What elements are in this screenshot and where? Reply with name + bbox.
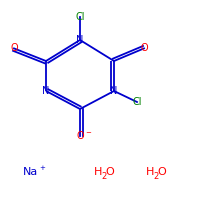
Text: N: N xyxy=(110,86,118,96)
Text: Cl: Cl xyxy=(132,97,142,107)
Text: H: H xyxy=(94,167,103,177)
Text: O: O xyxy=(10,43,18,53)
Text: O: O xyxy=(76,131,84,141)
Text: O: O xyxy=(140,43,148,53)
Text: N: N xyxy=(76,35,84,45)
Text: 2: 2 xyxy=(102,172,107,181)
Text: +: + xyxy=(39,165,45,171)
Text: Na: Na xyxy=(22,167,38,177)
Text: N: N xyxy=(42,86,50,96)
Text: O: O xyxy=(158,167,166,177)
Text: O: O xyxy=(106,167,114,177)
Text: −: − xyxy=(85,130,91,136)
Text: Cl: Cl xyxy=(75,12,85,22)
Text: 2: 2 xyxy=(154,172,159,181)
Text: H: H xyxy=(146,167,155,177)
